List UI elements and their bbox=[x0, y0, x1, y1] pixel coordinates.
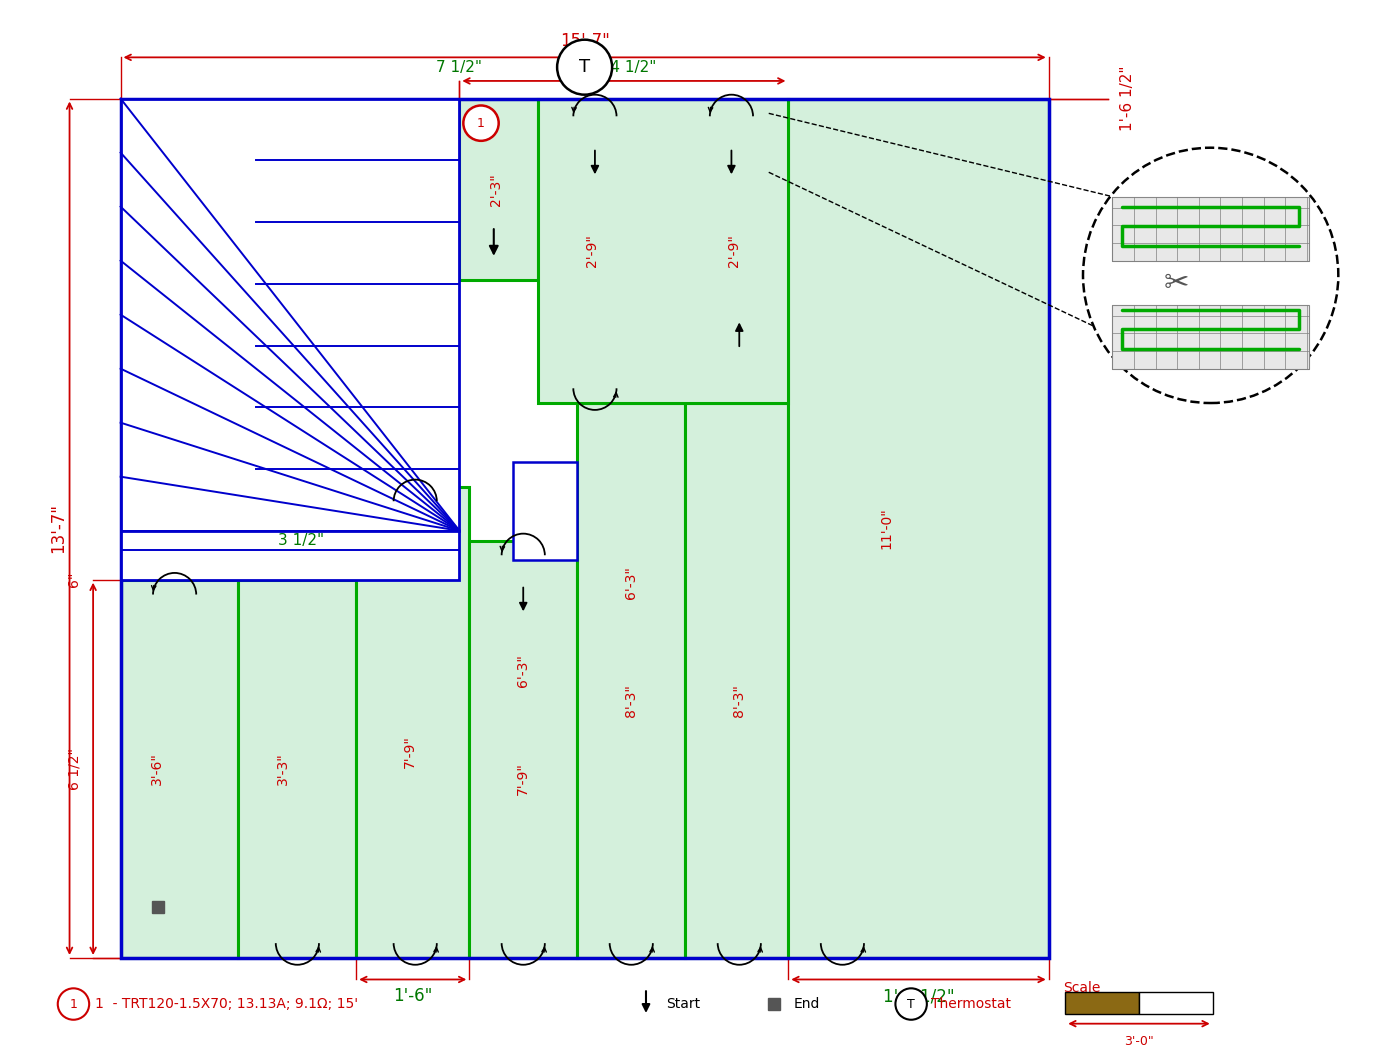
Text: 7'-9": 7'-9" bbox=[517, 763, 531, 795]
Text: 11'-0": 11'-0" bbox=[879, 508, 893, 549]
Text: 2'-3": 2'-3" bbox=[489, 173, 503, 206]
Text: 7 1/2": 7 1/2" bbox=[437, 60, 483, 76]
Bar bbox=[1113, 305, 1309, 368]
Text: 1'-2 1/2": 1'-2 1/2" bbox=[882, 987, 955, 1005]
Text: 3'-0": 3'-0" bbox=[1124, 1035, 1154, 1048]
Bar bbox=[788, 99, 1049, 958]
Text: Start: Start bbox=[665, 997, 700, 1011]
Text: 3'-3": 3'-3" bbox=[276, 752, 290, 786]
Text: 3 1/2": 3 1/2" bbox=[277, 533, 323, 548]
Circle shape bbox=[896, 988, 927, 1020]
Text: Scale: Scale bbox=[1064, 981, 1100, 996]
Text: 3'-6": 3'-6" bbox=[150, 752, 164, 786]
Text: 2'-9": 2'-9" bbox=[585, 234, 599, 267]
Text: 1'-6": 1'-6" bbox=[393, 987, 433, 1005]
Circle shape bbox=[1084, 148, 1338, 403]
Bar bbox=[538, 99, 788, 403]
Bar bbox=[1140, 992, 1212, 1013]
Text: 8'-3": 8'-3" bbox=[624, 684, 638, 716]
Bar bbox=[1113, 197, 1309, 260]
Text: 1  - TRT120-1.5X70; 13.13A; 9.1Ω; 15': 1 - TRT120-1.5X70; 13.13A; 9.1Ω; 15' bbox=[95, 997, 358, 1011]
Text: 1: 1 bbox=[70, 998, 77, 1010]
Bar bbox=[1065, 992, 1140, 1013]
Text: 13'-7": 13'-7" bbox=[49, 504, 67, 553]
Text: Thermostat: Thermostat bbox=[931, 997, 1011, 1011]
Circle shape bbox=[463, 106, 498, 141]
Bar bbox=[238, 580, 356, 958]
Text: 6'-3": 6'-3" bbox=[517, 655, 531, 687]
Bar bbox=[120, 580, 238, 958]
Text: 15'-7": 15'-7" bbox=[560, 31, 609, 49]
Bar bbox=[356, 487, 469, 958]
Text: 1'-6 1/2": 1'-6 1/2" bbox=[1120, 66, 1135, 131]
Bar bbox=[469, 540, 577, 958]
Bar bbox=[120, 99, 459, 531]
Text: 8'-3": 8'-3" bbox=[732, 684, 746, 716]
Text: 7'-9": 7'-9" bbox=[403, 735, 417, 768]
Bar bbox=[459, 99, 538, 280]
Bar bbox=[120, 531, 459, 580]
Circle shape bbox=[57, 988, 90, 1020]
Bar bbox=[120, 99, 1049, 958]
Text: 2'-9": 2'-9" bbox=[728, 234, 742, 267]
Bar bbox=[685, 403, 788, 958]
Circle shape bbox=[557, 40, 612, 94]
Text: T: T bbox=[907, 998, 916, 1010]
Bar bbox=[577, 403, 685, 958]
Text: 1: 1 bbox=[477, 116, 484, 130]
Text: 1'-4 1/2": 1'-4 1/2" bbox=[591, 60, 657, 76]
Text: End: End bbox=[794, 997, 819, 1011]
Bar bbox=[514, 462, 577, 560]
Text: T: T bbox=[580, 58, 591, 77]
Text: 6'-3": 6'-3" bbox=[624, 565, 638, 599]
Text: 6": 6" bbox=[67, 572, 81, 587]
Text: 6 1/2": 6 1/2" bbox=[67, 748, 81, 790]
Text: ✂: ✂ bbox=[1163, 269, 1189, 298]
